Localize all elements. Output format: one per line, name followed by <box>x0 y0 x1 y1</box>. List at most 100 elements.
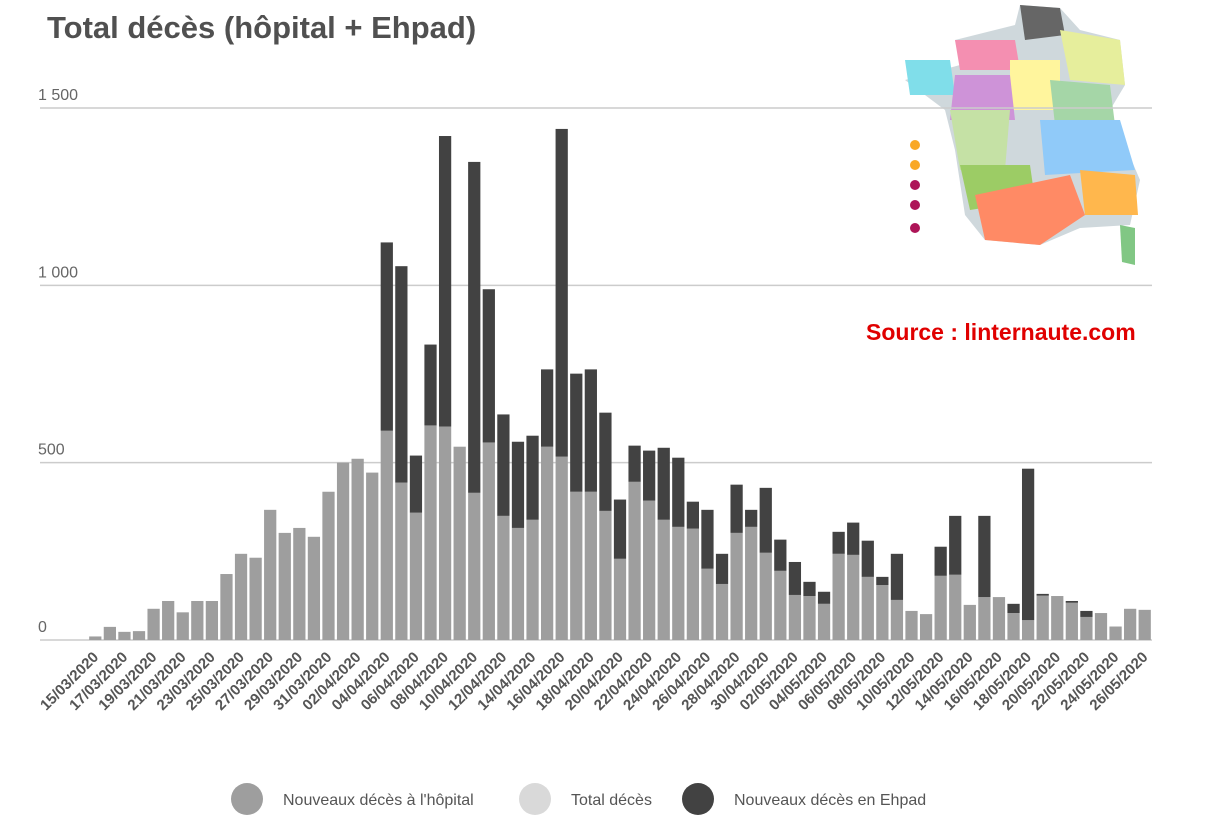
bar-segment <box>482 442 495 640</box>
legend-swatch <box>519 783 551 815</box>
bar-segment <box>555 456 568 640</box>
bar-segment <box>1021 468 1035 621</box>
bar-segment <box>890 599 904 640</box>
chart-title: Total décès (hôpital + Ehpad) <box>47 10 476 45</box>
y-tick-label: 1 500 <box>38 87 78 104</box>
bar-segment <box>511 441 525 528</box>
bar-segment <box>599 510 612 640</box>
bar-segment <box>1080 616 1093 640</box>
bar-segment <box>817 603 831 640</box>
bar-segment <box>103 626 116 640</box>
bar-segment <box>1065 602 1078 640</box>
bar-segment <box>162 600 175 640</box>
bar-segment <box>220 574 233 640</box>
bar-segment <box>1007 603 1020 614</box>
bar-segment <box>1124 608 1137 640</box>
bar-segment <box>1065 600 1078 603</box>
bar-segment <box>453 446 466 640</box>
bar-segment <box>424 425 437 640</box>
bar-segment <box>468 161 481 493</box>
bar-segment <box>1036 595 1049 640</box>
bar-segment <box>118 631 131 640</box>
bar-segment <box>176 612 189 640</box>
bar-segment <box>147 608 160 640</box>
bar-segment <box>643 450 656 501</box>
legend-label: Nouveaux décès en Ehpad <box>734 792 926 809</box>
bar-segment <box>249 557 262 640</box>
bar-segment <box>264 509 277 640</box>
bar-segment <box>643 500 656 640</box>
bar-segment <box>949 515 962 575</box>
bar-segment <box>774 539 787 571</box>
y-tick-label: 0 <box>38 619 47 636</box>
bar-segment <box>1036 593 1049 596</box>
bar-segment <box>132 631 146 640</box>
bar-segment <box>730 532 743 640</box>
bar-segment <box>876 576 889 586</box>
bar-segment <box>526 519 539 640</box>
bar-segment <box>1138 609 1151 640</box>
bar-segment <box>978 597 991 640</box>
bar-segment <box>1051 596 1064 640</box>
bar-segment <box>366 472 379 640</box>
bar-segment <box>409 512 423 640</box>
bar-segment <box>759 487 772 553</box>
bar-segment <box>657 447 670 520</box>
bar-segment <box>934 575 947 640</box>
bar-segment <box>745 526 758 640</box>
bar-segment <box>672 526 685 640</box>
bar-segment <box>832 531 845 554</box>
bar-segment <box>613 558 627 640</box>
bar-segment <box>511 527 525 640</box>
bar-segment <box>745 509 758 527</box>
bar-segment <box>715 583 729 640</box>
bar-segment <box>599 412 612 511</box>
bar-segment <box>1021 620 1035 640</box>
bar-segment <box>861 576 874 640</box>
bar-segment <box>628 481 641 640</box>
bar-segment <box>424 344 437 426</box>
map <box>890 0 1152 272</box>
y-tick-label: 500 <box>38 442 65 459</box>
bar-segment <box>234 553 248 640</box>
bar-segment <box>205 600 219 640</box>
bar-segment <box>322 491 335 640</box>
bar-segment <box>1007 613 1020 640</box>
bar-segment <box>686 528 699 640</box>
bar-segment <box>584 369 597 492</box>
bar-segment <box>774 570 787 640</box>
bar-segment <box>482 289 495 443</box>
bar-segment <box>497 414 510 516</box>
bar-segment <box>438 426 452 640</box>
bar-segment <box>191 600 204 640</box>
bar-segment <box>861 540 874 577</box>
bar-segment <box>570 373 583 492</box>
bar-segment <box>541 446 554 640</box>
bar-segment <box>395 482 408 640</box>
bar-segment <box>555 128 568 457</box>
bar-segment <box>832 553 845 640</box>
bar-segment <box>409 455 423 513</box>
bar-segment <box>803 581 816 597</box>
bar-segment <box>949 574 962 640</box>
bar-segment <box>759 552 772 640</box>
bar-segment <box>847 522 860 555</box>
bar-segment <box>934 546 947 576</box>
bar-segment <box>541 369 554 447</box>
bar-segment <box>468 492 481 640</box>
legend-swatch <box>231 783 263 815</box>
bar-segment <box>992 597 1006 640</box>
legend-label: Total décès <box>571 792 652 809</box>
bar-segment <box>788 561 802 595</box>
bar-segment <box>701 509 714 569</box>
y-tick-label: 1 000 <box>38 264 78 281</box>
bar-segment <box>380 242 393 431</box>
bar-segment <box>1094 613 1108 640</box>
bar-segment <box>307 536 321 640</box>
bar-segment <box>963 604 976 640</box>
bar-segment <box>803 596 816 640</box>
bar-segment <box>730 484 743 533</box>
bar-segment <box>526 435 539 520</box>
bar-segment <box>89 636 102 640</box>
